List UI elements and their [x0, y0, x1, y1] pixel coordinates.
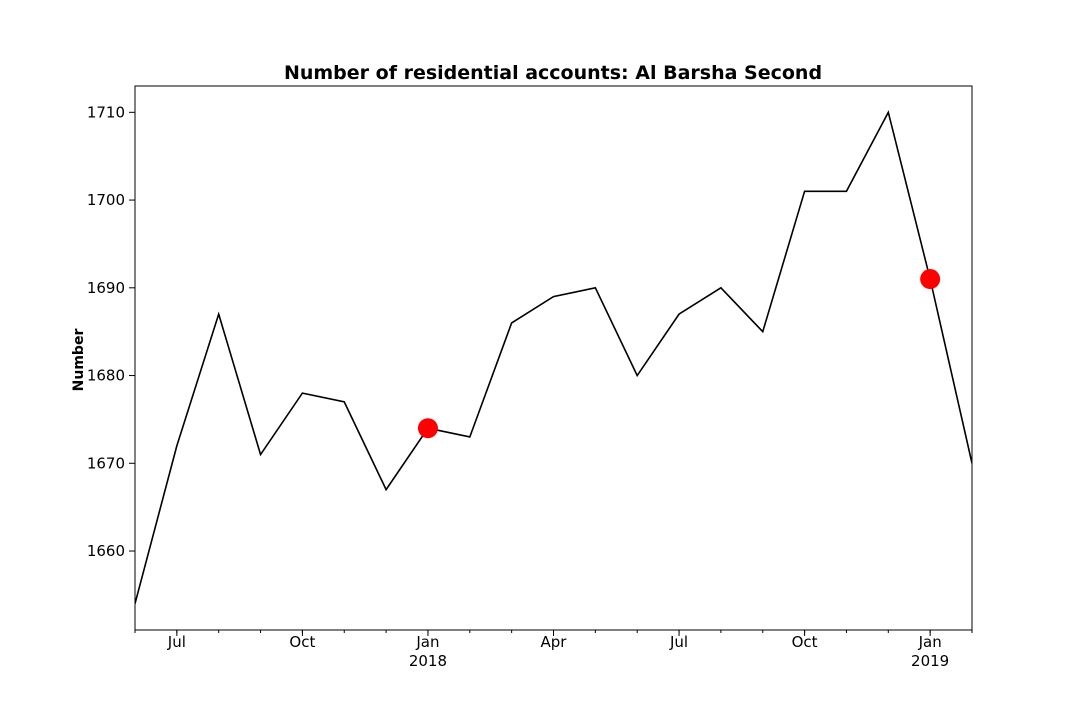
x-tick-label: Jul	[167, 633, 186, 651]
x-tick-label: Jan	[415, 633, 439, 651]
y-tick-label: 1660	[87, 542, 125, 560]
x-tick-label: Oct	[792, 633, 818, 651]
highlight-point	[417, 418, 438, 439]
plot-frame	[134, 85, 973, 631]
x-tick-year-label: 2019	[911, 652, 949, 670]
y-axis-label: Number	[71, 329, 87, 392]
y-tick-label: 1680	[87, 367, 125, 385]
y-tick-label: 1690	[87, 279, 125, 297]
highlight-point	[920, 269, 941, 290]
y-tick-label: 1710	[87, 103, 125, 121]
plot-area	[135, 110, 972, 604]
y-tick-label: 1670	[87, 454, 125, 472]
x-tick-year-label: 2018	[409, 652, 447, 670]
series-line	[135, 110, 972, 604]
x-tick-label: Apr	[541, 633, 568, 651]
x-tick-label: Jul	[669, 633, 688, 651]
x-tick-label: Jan	[918, 633, 942, 651]
x-tick-label: Oct	[289, 633, 315, 651]
chart-title: Number of residential accounts: Al Barsh…	[284, 62, 822, 84]
y-axis-ticks: 1660 1670 1680 1690 1700 1710	[87, 103, 135, 560]
y-tick-label: 1700	[87, 191, 125, 209]
